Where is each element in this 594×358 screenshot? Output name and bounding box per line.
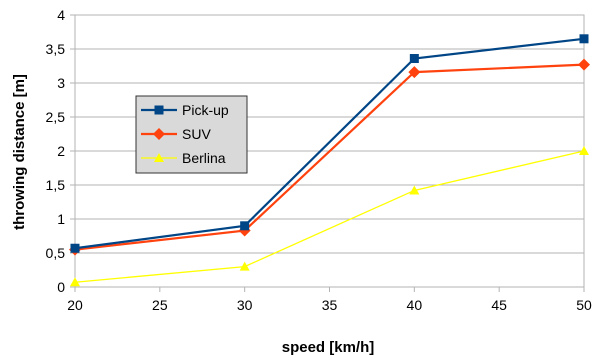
series-berlina: [70, 146, 589, 287]
series-line: [74, 37, 585, 250]
legend-item: Berlina: [141, 150, 226, 166]
y-tick-label: 0,5: [46, 245, 66, 261]
data-point: [578, 58, 590, 71]
x-tick-label: 45: [491, 297, 507, 313]
y-tick-label: 1: [57, 211, 65, 227]
x-tick-label: 20: [67, 297, 83, 313]
x-axis-ticks: 20 25 30 35 40 45 50: [67, 287, 592, 313]
data-point: [70, 277, 80, 287]
x-tick-label: 30: [237, 297, 253, 313]
data-point: [239, 261, 250, 271]
data-point: [409, 185, 420, 195]
legend-marker: [154, 105, 164, 115]
y-tick-label: 4: [57, 7, 65, 23]
x-tick-label: 40: [407, 297, 423, 313]
y-tick-label: 3: [57, 75, 65, 91]
legend-marker: [154, 153, 164, 162]
data-point: [579, 34, 589, 44]
series-pick-up: [70, 34, 589, 253]
x-axis-title: speed [km/h]: [282, 339, 375, 356]
y-tick-label: 3,5: [46, 41, 66, 57]
y-tick-label: 2: [57, 143, 65, 159]
legend-item: SUV: [141, 126, 211, 142]
y-axis-title: throwing distance [m]: [11, 74, 28, 230]
legend-label: SUV: [182, 126, 211, 142]
y-tick-label: 1,5: [46, 177, 66, 193]
data-point: [408, 66, 421, 79]
series-line: [74, 150, 585, 283]
data-point: [409, 54, 419, 64]
series-line: [74, 63, 585, 251]
legend-label: Berlina: [182, 150, 226, 166]
legend-label: Pick-up: [182, 102, 229, 118]
legend-item: Pick-up: [141, 102, 229, 118]
data-point: [240, 221, 250, 231]
x-tick-label: 25: [152, 297, 168, 313]
legend: Pick-up SUV Berlina: [135, 95, 248, 174]
x-tick-label: 35: [322, 297, 338, 313]
y-tick-label: 2,5: [46, 109, 66, 125]
data-point: [579, 146, 589, 155]
data-point: [70, 243, 80, 253]
series-layer: [69, 34, 590, 287]
y-tick-label: 0: [57, 279, 65, 295]
x-tick-label: 50: [576, 297, 592, 313]
legend-marker: [153, 128, 165, 140]
legend-items: Pick-up SUV Berlina: [141, 102, 229, 166]
